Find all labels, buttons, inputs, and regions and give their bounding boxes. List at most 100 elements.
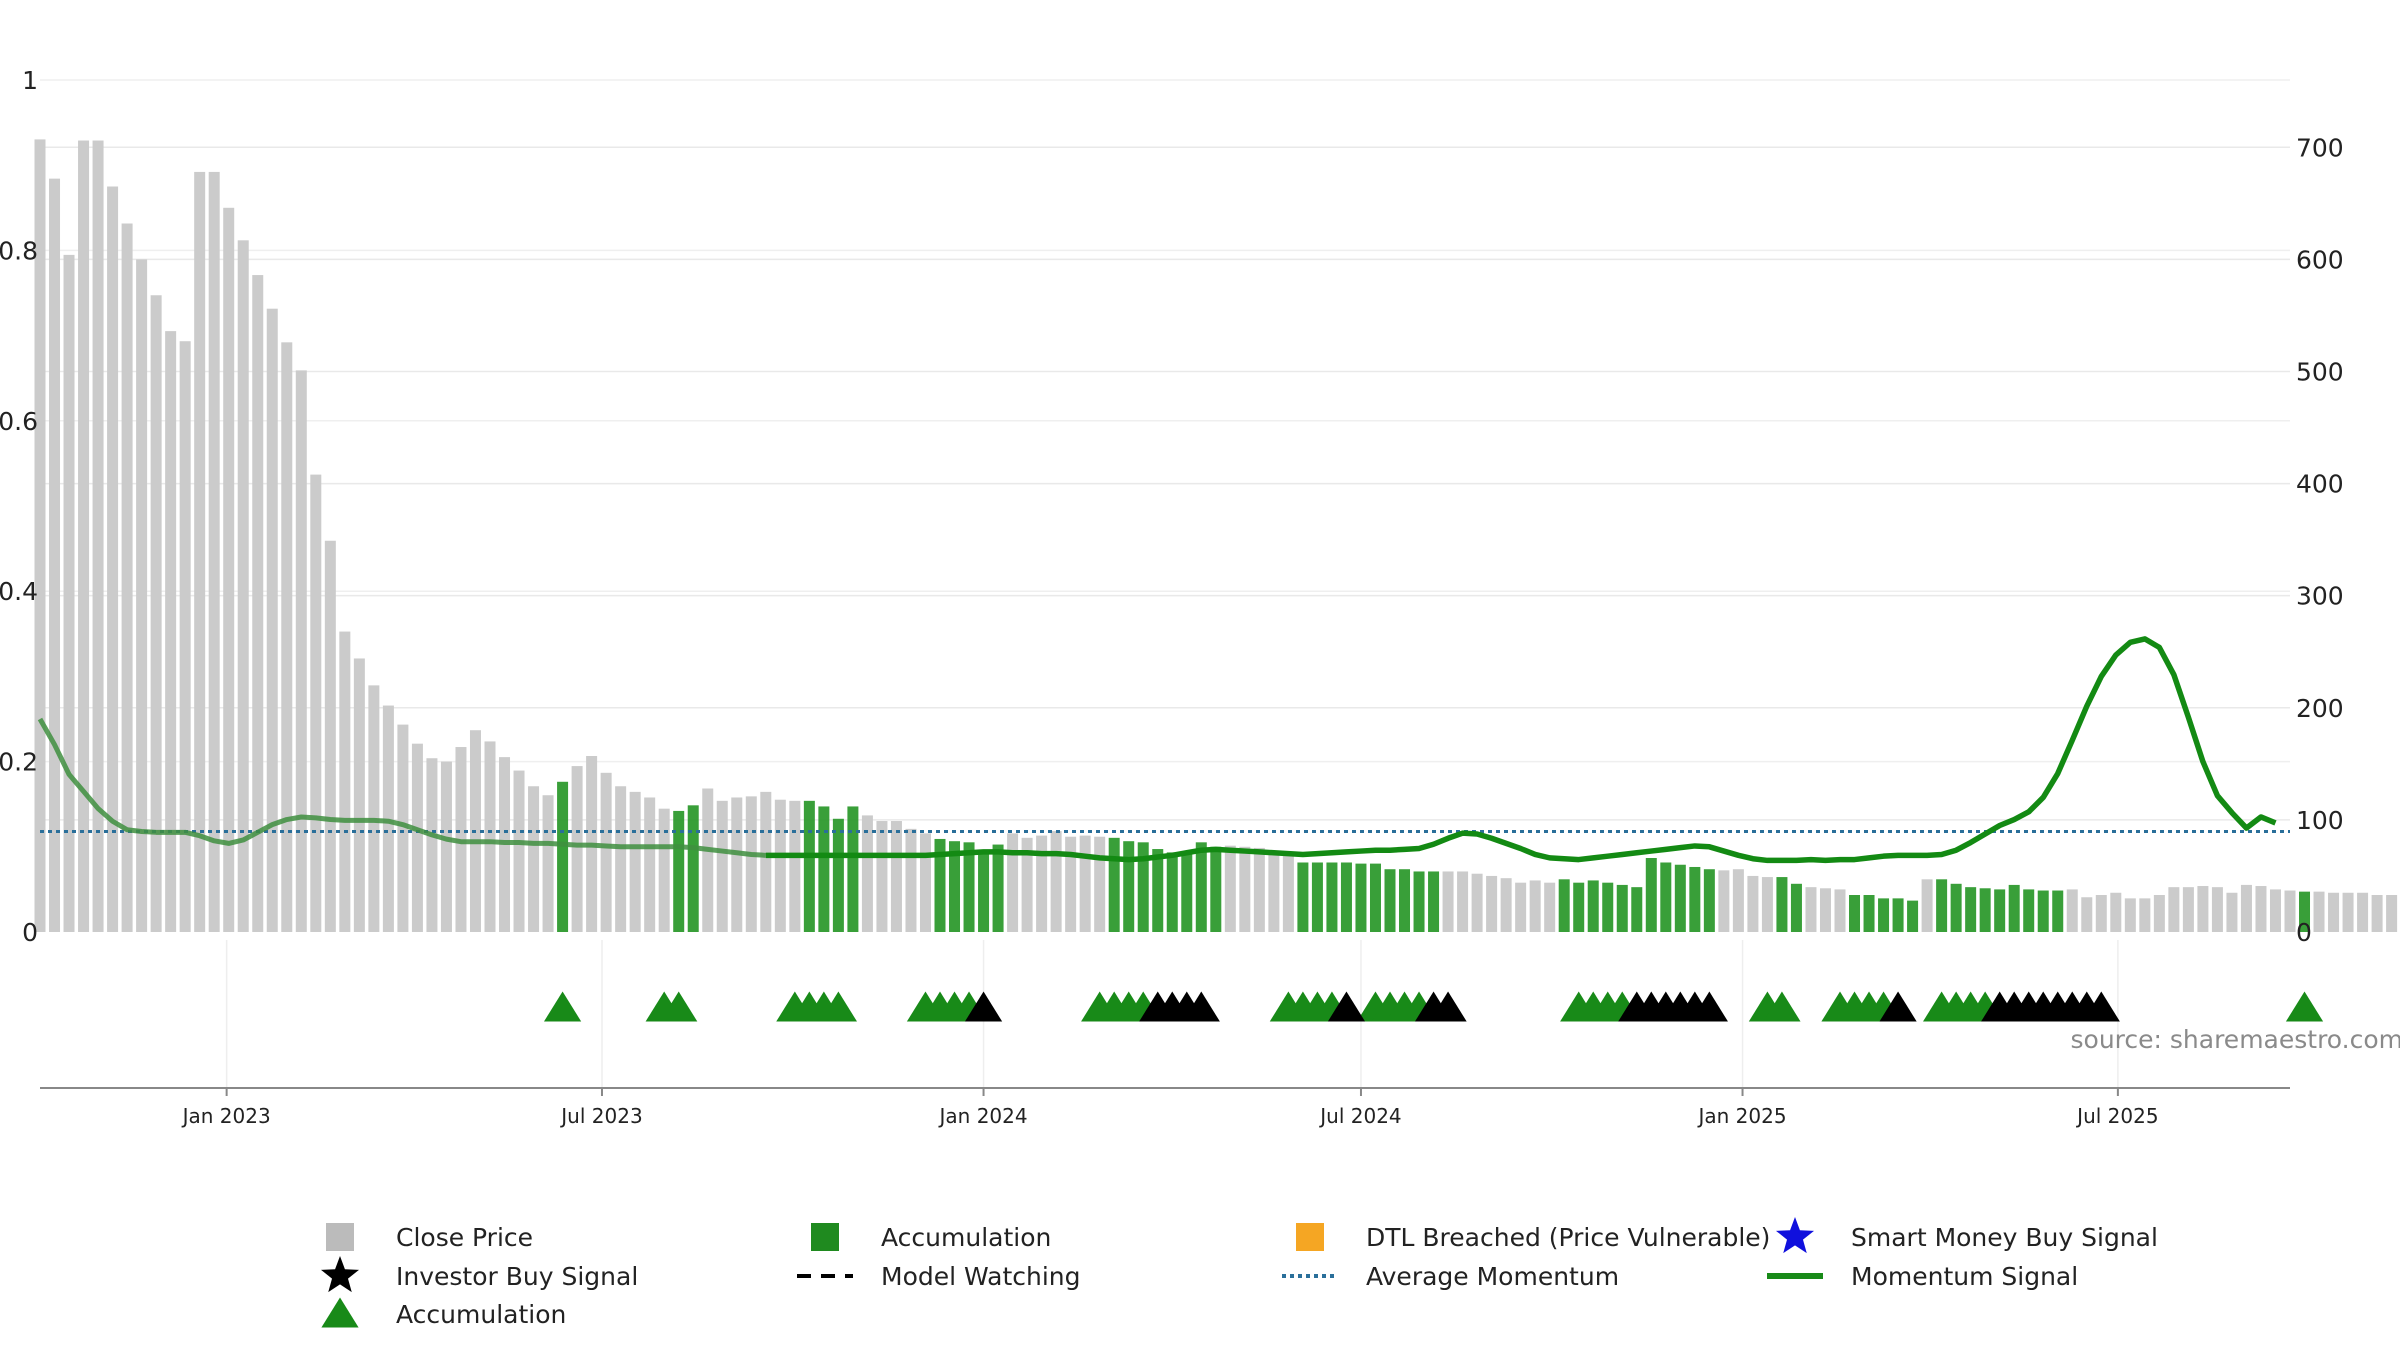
close-price-bar (1036, 835, 1048, 932)
close-price-bar (2269, 889, 2281, 932)
close-price-bar (774, 799, 786, 932)
x-tick-label: Jul 2023 (559, 1104, 642, 1128)
close-price-bar (760, 791, 772, 932)
legend-square-icon (326, 1223, 354, 1251)
right-tick-label: 700 (2296, 133, 2344, 162)
accumulation-bar (1355, 863, 1367, 932)
close-price-bar (49, 178, 61, 932)
accumulation-bar (2023, 889, 2035, 932)
accumulation-bar (1631, 887, 1643, 932)
close-price-bar (2342, 892, 2354, 932)
close-price-bar (165, 331, 177, 932)
accumulation-marker (819, 991, 857, 1022)
accumulation-bar (1166, 852, 1178, 932)
close-price-bar (2110, 892, 2122, 932)
signal-markers (543, 991, 2324, 1022)
legend-item: Investor Buy Signal (320, 1256, 638, 1293)
accumulation-bar (1326, 862, 1338, 932)
close-price-bar (237, 240, 249, 932)
close-price-bar (194, 171, 206, 932)
close-price-bar (281, 342, 293, 933)
close-price-bar (905, 828, 917, 932)
close-price-bar (2357, 892, 2369, 932)
right-tick-label: 300 (2296, 582, 2344, 611)
x-tick-label: Jan 2024 (938, 1104, 1028, 1128)
legend-item: Model Watching (797, 1262, 1081, 1291)
close-price-bar (150, 295, 162, 933)
legend-triangle-icon (321, 1297, 359, 1328)
investor-buy-marker (1327, 991, 1366, 1022)
accumulation-bar (1616, 884, 1628, 932)
close-price-bar (2386, 895, 2398, 932)
investor-buy-marker (1429, 991, 1467, 1022)
accumulation-bar (1181, 851, 1193, 932)
accumulation-bar (1703, 869, 1715, 932)
close-price-bar (1732, 869, 1744, 932)
close-price-bar (731, 797, 743, 932)
accumulation-bar (949, 841, 961, 932)
right-tick-label: 400 (2296, 470, 2344, 499)
accumulation-bar (1660, 862, 1672, 932)
close-price-bar (1500, 878, 1512, 932)
close-price-bar (179, 341, 191, 932)
right-tick-label: 200 (2296, 694, 2344, 723)
accumulation-bar (673, 810, 685, 932)
left-tick-label: 0.8 (0, 236, 38, 265)
close-price-bar (1050, 831, 1062, 932)
close-price-bar (513, 770, 525, 932)
accumulation-bar (1689, 866, 1701, 932)
legend-star-icon (320, 1256, 360, 1293)
close-price-bar (1457, 871, 1469, 932)
accumulation-bar (1573, 882, 1585, 932)
gridlines (40, 79, 2290, 1088)
close-price-bar (1761, 877, 1773, 932)
accumulation-bar (1311, 862, 1323, 932)
accumulation-bar (1108, 837, 1120, 932)
accumulation-bar (1399, 869, 1411, 932)
close-price-bar (2226, 892, 2238, 932)
close-price-bar (208, 171, 220, 932)
close-price-bar (702, 788, 714, 932)
close-price-bar (2182, 887, 2194, 932)
close-price-bar (2168, 887, 2180, 932)
accumulation-marker (660, 991, 698, 1022)
legend-item: DTL Breached (Price Vulnerable) (1296, 1223, 1770, 1252)
accumulation-bar (1587, 880, 1599, 932)
accumulation-bar (1558, 879, 1570, 932)
accumulation-bar (1152, 849, 1164, 932)
accumulation-bar (1849, 895, 1861, 932)
close-price-bar (266, 308, 278, 933)
left-tick-label: 0.4 (0, 577, 38, 606)
left-tick-label: 0.6 (0, 407, 38, 436)
close-price-bar (2066, 889, 2078, 932)
close-price-bar (528, 786, 540, 932)
close-price-bar (1268, 853, 1280, 932)
close-price-bar (789, 800, 801, 932)
right-tick-label: 0 (2296, 918, 2312, 947)
legend-item: Smart Money Buy Signal (1775, 1217, 2158, 1254)
legend-label: Close Price (396, 1223, 533, 1252)
x-tick-label: Jan 2023 (181, 1104, 271, 1128)
right-tick-label: 100 (2296, 806, 2344, 835)
close-price-bar (2197, 886, 2209, 932)
accumulation-bar (1340, 862, 1352, 932)
close-price-bar (1007, 833, 1019, 932)
accumulation-bar (2008, 884, 2020, 932)
close-price-bar (2284, 890, 2296, 932)
close-price-bar (2240, 884, 2252, 932)
accumulation-bar (1413, 871, 1425, 932)
close-price-bar (1515, 882, 1527, 932)
legend-label: Investor Buy Signal (396, 1262, 638, 1291)
legend-label: Accumulation (396, 1300, 566, 1329)
close-price-bar (1819, 888, 1831, 932)
legend-star-icon (1775, 1217, 1815, 1254)
price-bars (34, 139, 2398, 933)
x-tick-label: Jul 2024 (1318, 1104, 1401, 1128)
close-price-bar (1065, 836, 1077, 932)
accumulation-bar (1950, 883, 1962, 932)
close-price-bar (1442, 871, 1454, 932)
accumulation-bar (1123, 841, 1135, 932)
close-price-bar (1718, 870, 1730, 932)
accumulation-bar (818, 806, 830, 932)
